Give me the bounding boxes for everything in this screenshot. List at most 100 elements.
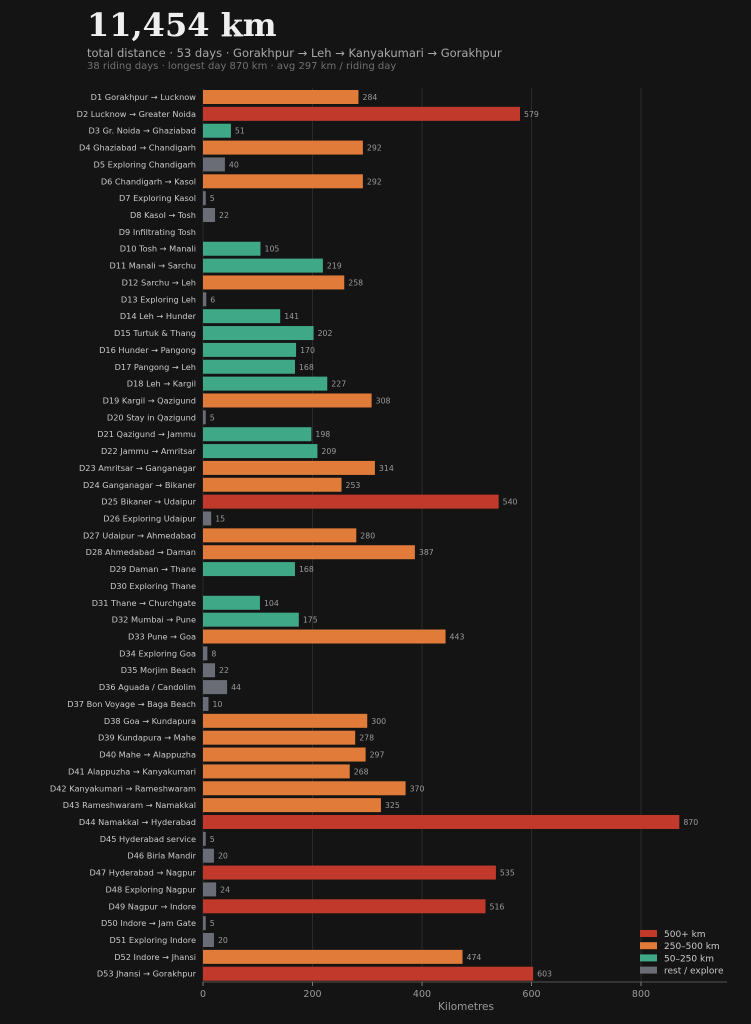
category-label: D18 Leh → Kargil [127, 379, 196, 389]
value-label: 168 [299, 363, 314, 372]
bar [203, 427, 312, 442]
category-label: D35 Morjim Beach [121, 665, 196, 675]
category-label: D50 Indore → Jam Gate [101, 918, 196, 928]
category-label: D39 Kundapura → Mahe [98, 733, 196, 743]
value-label: 268 [354, 767, 369, 776]
legend-label: 50–250 km [664, 954, 714, 964]
category-label: D11 Manali → Sarchu [109, 261, 196, 271]
bar [203, 916, 206, 931]
category-label: D6 Chandigarh → Kasol [101, 176, 196, 186]
bar [203, 713, 368, 728]
category-label: D14 Leh → Hunder [120, 311, 197, 321]
value-label: 603 [537, 970, 552, 979]
bar [203, 646, 208, 661]
value-label: 258 [348, 278, 363, 287]
value-label: 168 [299, 565, 314, 574]
legend-label: 500+ km [664, 930, 706, 940]
bars [203, 90, 680, 981]
value-label: 22 [219, 666, 229, 675]
bar [203, 848, 214, 863]
category-label: D12 Sarchu → Leh [122, 277, 196, 287]
summary-line: total distance · 53 days · Gorakhpur → L… [87, 46, 502, 60]
bar [203, 157, 225, 172]
bar [203, 309, 281, 324]
category-label: D24 Ganganagar → Bikaner [83, 480, 197, 490]
category-label: D1 Gorakhpur → Lucknow [91, 92, 197, 102]
value-label: 6 [210, 295, 215, 304]
bar [203, 764, 350, 779]
value-label: 579 [524, 110, 539, 119]
value-label: 516 [490, 902, 505, 911]
category-label: D37 Bon Voyage → Baga Beach [67, 699, 196, 709]
bar [203, 528, 357, 543]
bar [203, 208, 216, 223]
category-label: D4 Ghaziabad → Chandigarh [79, 143, 196, 153]
category-label: D36 Aguada / Candolim [99, 682, 196, 692]
bar [203, 241, 261, 256]
category-label: D45 Hyderabad service [100, 834, 196, 844]
bar [203, 747, 366, 762]
bar [203, 663, 216, 678]
category-label: D32 Mumbai → Pune [112, 615, 196, 625]
category-label: D25 Bikaner → Udaipur [101, 497, 196, 507]
category-label: D53 Jhansi → Gorakhpur [97, 969, 197, 979]
value-labels: 2845795129240292522105219258614120217016… [210, 93, 699, 979]
bar [203, 781, 406, 796]
bar [203, 545, 415, 560]
category-label: D38 Goa → Kundapura [104, 716, 196, 726]
bar [203, 376, 328, 391]
value-label: 10 [212, 700, 222, 709]
bar [203, 933, 214, 947]
value-label: 15 [215, 515, 225, 524]
value-label: 870 [683, 818, 698, 827]
bar [203, 326, 314, 341]
bar [203, 460, 375, 475]
value-label: 284 [362, 93, 377, 102]
category-label: D46 Birla Mandir [127, 851, 196, 861]
bar [203, 123, 231, 138]
value-label: 292 [367, 144, 382, 153]
x-tick-label: 200 [303, 989, 321, 1000]
bar [203, 191, 206, 206]
value-label: 5 [210, 835, 215, 844]
value-label: 297 [370, 751, 385, 760]
legend-label: 250–500 km [664, 942, 720, 952]
bar [203, 494, 499, 509]
category-label: D20 Stay in Qazigund [107, 412, 196, 422]
x-tick-label: 400 [413, 989, 431, 1000]
bar [203, 798, 381, 813]
category-label: D3 Gr. Noida → Ghaziabad [88, 126, 196, 136]
category-label: D22 Jammu → Amritsar [101, 446, 197, 456]
x-tick-label: 800 [632, 989, 650, 1000]
value-label: 387 [419, 548, 434, 557]
value-label: 227 [331, 380, 346, 389]
category-label: D7 Exploring Kasol [119, 193, 196, 203]
bar [203, 899, 486, 914]
value-label: 104 [264, 599, 279, 608]
category-labels: D1 Gorakhpur → Lucknow D2 Lucknow → Great… [50, 92, 197, 979]
bar [203, 140, 363, 155]
bar [203, 359, 295, 374]
bar [203, 106, 521, 121]
category-label: D13 Exploring Leh [121, 294, 196, 304]
category-label: D2 Lucknow → Greater Noida [77, 109, 196, 119]
value-label: 198 [315, 430, 330, 439]
value-label: 5 [210, 919, 215, 928]
category-label: D48 Exploring Nagpur [105, 884, 196, 894]
category-label: D47 Hyderabad → Nagpur [89, 868, 196, 878]
value-label: 105 [264, 245, 279, 254]
value-label: 22 [219, 211, 229, 220]
category-label: D23 Amritsar → Ganganagar [79, 463, 197, 473]
category-label: D8 Kasol → Tosh [130, 210, 196, 220]
x-axis-label: Kilometres [438, 1001, 494, 1013]
category-label: D21 Qazigund → Jammu [97, 429, 196, 439]
bar [203, 882, 217, 897]
category-label: D41 Alappuzha → Kanyakumari [68, 766, 196, 776]
bar [203, 174, 363, 189]
category-label: D34 Exploring Goa [119, 648, 196, 658]
chart-header: 11,454 km total distance · 53 days · Gor… [87, 6, 502, 72]
category-label: D49 Nagpur → Indore [108, 901, 196, 911]
bar [203, 595, 260, 610]
bar [203, 275, 345, 290]
